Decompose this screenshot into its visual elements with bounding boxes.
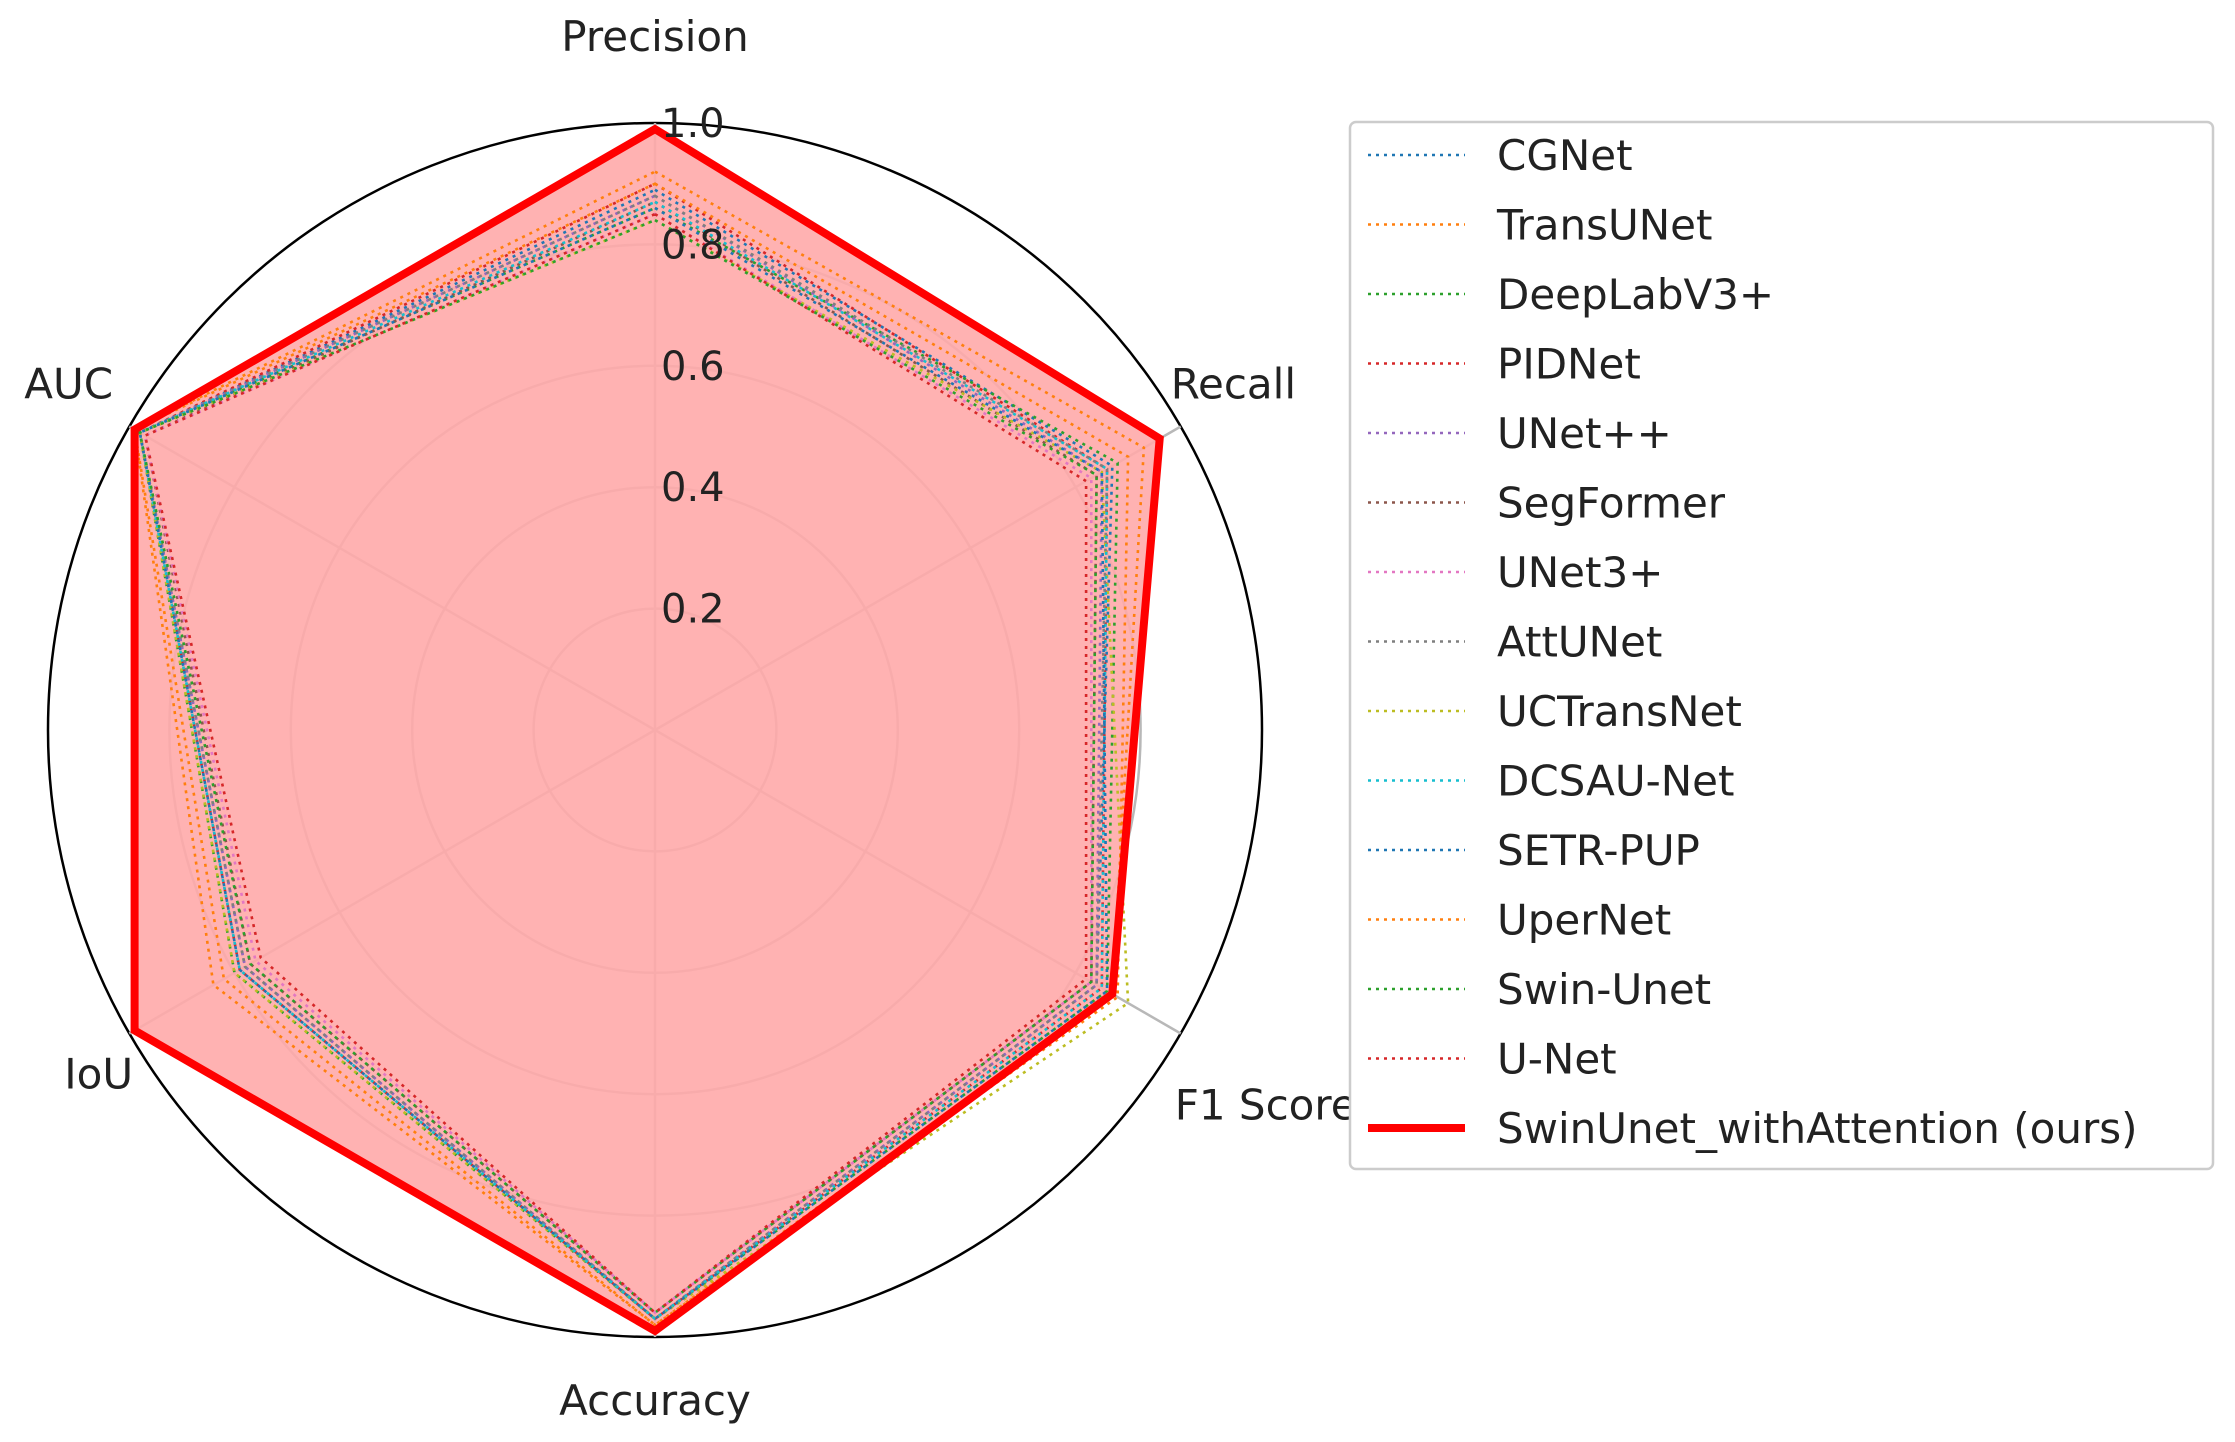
series-line-6 (143, 212, 1093, 1315)
series-line-11 (133, 182, 1130, 1327)
legend-item: UCTransNet (1368, 687, 1742, 736)
r-tick-label-0: 0.2 (661, 587, 725, 633)
legend-label: DCSAU-Net (1497, 757, 1734, 806)
legend-label: UNet3+ (1497, 548, 1663, 597)
radar-series (130, 124, 1164, 1336)
legend-item: SegFormer (1368, 479, 1726, 528)
axis-label-auc: AUC (24, 360, 113, 409)
legend-item: SwinUnet_withAttention (ours) (1368, 1104, 2138, 1153)
legend-item: UNet++ (1368, 409, 1672, 458)
legend-item: SETR-PUP (1368, 826, 1700, 875)
series-line-14 (130, 124, 1164, 1336)
r-tick-label-1: 0.4 (661, 465, 725, 511)
axis-label-f1-score: F1 Score (1175, 1081, 1357, 1130)
legend-item: DeepLabV3+ (1368, 270, 1774, 319)
legend-label: Swin-Unet (1497, 965, 1711, 1014)
legend-label: UperNet (1497, 896, 1671, 945)
legend-item: UNet3+ (1368, 548, 1663, 597)
legend-label: AttUNet (1497, 618, 1662, 667)
legend-item: Swin-Unet (1368, 965, 1711, 1014)
legend-item: TransUNet (1368, 201, 1712, 250)
legend-item: AttUNet (1368, 618, 1662, 667)
series-line-1 (133, 170, 1146, 1327)
legend-label: PIDNet (1497, 340, 1641, 389)
legend-label: UCTransNet (1497, 687, 1742, 736)
r-tick-label-4: 1.0 (661, 101, 725, 147)
legend-label: DeepLabV3+ (1497, 270, 1774, 319)
legend-label: UNet++ (1497, 409, 1672, 458)
axis-label-accuracy: Accuracy (559, 1376, 751, 1425)
axis-label-recall: Recall (1171, 360, 1296, 409)
legend-label: SwinUnet_withAttention (ours) (1497, 1104, 2138, 1153)
series-fill-14 (134, 129, 1160, 1331)
legend-frame (1348, 120, 2215, 1171)
legend-item: PIDNet (1368, 340, 1641, 389)
series-line-2 (138, 206, 1119, 1321)
legend-item: UperNet (1368, 896, 1671, 945)
axis-label-precision: Precision (561, 12, 748, 61)
legend: CGNet TransUNet DeepLabV3+ PIDNet UNet++ SegF… (1348, 120, 2215, 1171)
legend-label: SETR-PUP (1497, 826, 1700, 875)
legend-label: TransUNet (1496, 201, 1712, 250)
legend-label: U-Net (1497, 1035, 1617, 1084)
r-tick-label-3: 0.8 (661, 222, 725, 268)
series-line-12 (138, 218, 1098, 1315)
legend-item: U-Net (1368, 1035, 1617, 1084)
legend-item: DCSAU-Net (1368, 757, 1734, 806)
legend-label: SegFormer (1497, 479, 1726, 528)
r-tick-label-2: 0.6 (661, 344, 725, 390)
legend-label: CGNet (1497, 131, 1633, 180)
legend-item: CGNet (1368, 131, 1633, 180)
radar-labels: 0.2 0.4 0.6 0.8 1.0 Precision Recall F1 Score Ac… (24, 12, 1356, 1425)
axis-label-iou: IoU (64, 1050, 133, 1099)
